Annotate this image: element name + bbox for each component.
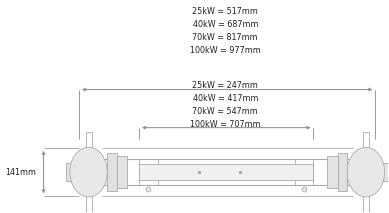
Bar: [107, 153, 117, 191]
Text: 25kW = 517mm
40kW = 687mm
70kW = 817mm
100kW = 977mm: 25kW = 517mm 40kW = 687mm 70kW = 817mm 1…: [190, 7, 261, 55]
Bar: [139, 164, 314, 180]
Bar: [375, 163, 388, 181]
Bar: [327, 156, 338, 188]
Bar: [66, 163, 79, 181]
Bar: [338, 153, 347, 191]
Ellipse shape: [70, 147, 107, 197]
Text: 141mm: 141mm: [5, 168, 36, 177]
Ellipse shape: [347, 147, 385, 197]
Bar: [117, 156, 127, 188]
Text: 25kW = 247mm
40kW = 417mm
70kW = 547mm
100kW = 707mm: 25kW = 247mm 40kW = 417mm 70kW = 547mm 1…: [190, 81, 261, 129]
